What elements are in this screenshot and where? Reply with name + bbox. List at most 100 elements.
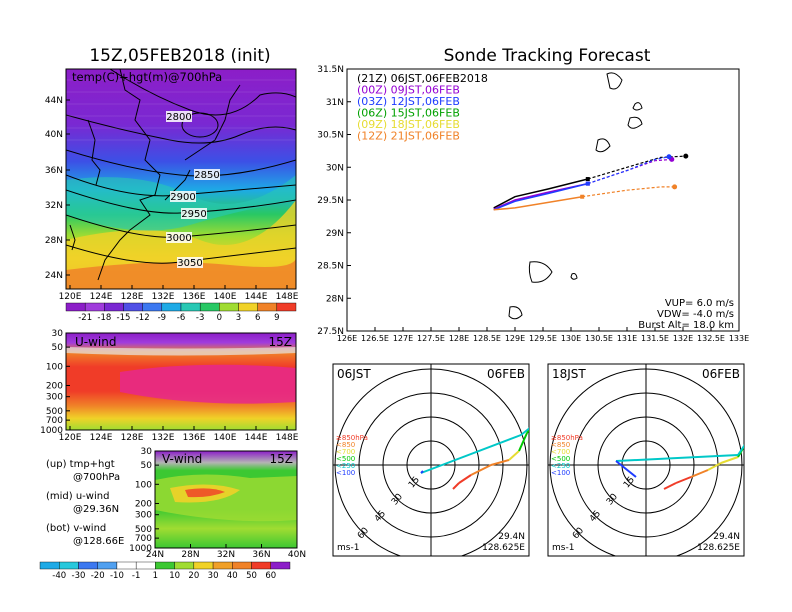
track-burst-point (585, 181, 590, 186)
track-series-ascent (493, 178, 588, 209)
info-vdw: VDW= -4.0 m/s (657, 309, 734, 320)
contour-labels: 2800 2850 2900 2950 3000 3050 (166, 111, 220, 269)
vwind-lat-ticks: 24N 28N 32N 36N 40N (146, 544, 306, 560)
hodograph-wind-segment (690, 469, 709, 478)
track-legend-entry: (09Z) 18JST,06FEB (357, 118, 460, 131)
track-coastlines (508, 72, 643, 320)
pressure-label: 30 (141, 447, 153, 457)
temp-colorbar-swatch (104, 302, 124, 312)
vwind-colorbar-label: -30 (72, 571, 86, 581)
hodograph-level-label: <850 (336, 441, 355, 449)
track-lat-label: 28.5N (317, 262, 344, 272)
vwind-colorbar-label: 60 (265, 571, 276, 581)
contour-label-3000: 3000 (166, 233, 191, 244)
vwind-colorbar-swatch (251, 561, 271, 570)
vwind-time: 15Z (270, 452, 294, 466)
track-lon-label: 127.5E (417, 334, 445, 343)
track-series-descent (582, 186, 675, 198)
track-lat-label: 28N (326, 294, 344, 304)
track-legend-entry: (06Z) 15JST,06FEB (357, 107, 460, 120)
track-lat-label: 29N (326, 229, 344, 239)
temp-colorbar-label: 0 (217, 313, 222, 323)
hodograph-time: 06JST (337, 367, 371, 381)
track-landing-point (666, 154, 672, 160)
hodograph-wind-segment (470, 464, 492, 476)
temp-colorbar-swatch (276, 302, 297, 312)
track-title: Sonde Tracking Forecast (444, 46, 651, 66)
temp-lon-label: 120E (59, 292, 82, 302)
note-up: (up) tmp+hgt (46, 459, 115, 470)
uwind-time: 15Z (269, 335, 293, 349)
temp-colorbar-label: -9 (158, 313, 166, 323)
vwind-colorbar-label: 20 (188, 571, 199, 581)
temp-lat-label: 32N (45, 201, 63, 211)
pressure-label: 100 (46, 362, 63, 372)
track-lon-label: 130E (561, 334, 581, 343)
pressure-label: 500 (135, 525, 152, 535)
track-legend: (21Z) 06JST,06FEB2018(00Z) 09JST,06FEB(0… (357, 72, 488, 143)
vwind-colorbar-label: 10 (169, 571, 180, 581)
temp-colorbar-swatch (257, 302, 278, 312)
hodograph-wind-segment (420, 434, 522, 474)
hodograph-wind-segment (675, 476, 692, 484)
vwind-lat-label: 28N (181, 550, 199, 560)
info-burst: Burst Alt= 18.0 km (638, 320, 734, 331)
vwind-colorbar-swatch (212, 561, 233, 570)
vwind-colorbar-swatch (97, 561, 118, 570)
temp-colorbar-swatch (199, 302, 220, 312)
temp-lat-label: 36N (45, 166, 63, 176)
temp-colorbar-swatch (84, 302, 105, 312)
hodograph-lon: 128.625E (482, 543, 525, 553)
hodograph-date: 06FEB (487, 367, 525, 381)
pressure-label: 100 (135, 480, 152, 490)
hodograph-time: 18JST (552, 367, 586, 381)
temp-lat-label: 24N (45, 271, 63, 281)
vwind-colorbar-label: -1 (132, 571, 140, 581)
uwind-lon-label: 148E (276, 433, 299, 443)
track-lon-label: 131.5E (641, 334, 669, 343)
vwind-colorbar-swatch (270, 561, 291, 570)
note-bot2: @128.66E (73, 536, 124, 547)
track-lon-label: 128.5E (473, 334, 501, 343)
temp-map (66, 69, 296, 289)
uwind-lon-label: 136E (183, 433, 206, 443)
track-lat-label: 31N (326, 98, 344, 108)
hodograph-wind-segment (458, 474, 472, 484)
pressure-label: 30 (52, 329, 64, 339)
hodograph-wind-segment (518, 432, 528, 452)
temp-lat-label: 44N (45, 96, 63, 106)
track-lat-label: 31.5N (317, 65, 344, 75)
hodograph-level-label: ≥850hPa (551, 434, 583, 442)
temp-colorbar-swatch (180, 302, 201, 312)
temp-colorbar-swatch (219, 302, 239, 312)
temp-colorbar-label: 3 (236, 313, 241, 323)
hodograph-unit: ms-1 (337, 543, 359, 553)
pressure-label: 1000 (129, 544, 152, 554)
vwind-colorbar-label: 40 (227, 571, 238, 581)
temp-colorbar-swatch (142, 302, 163, 312)
vwind-colorbar-label: -20 (91, 571, 105, 581)
hodograph-wind-segment (420, 470, 424, 474)
track-series-descent (587, 156, 670, 185)
track-lon-label: 131E (617, 334, 637, 343)
hodograph-wind-segment (508, 450, 520, 461)
pressure-label: 300 (135, 511, 152, 521)
contour-label-2800: 2800 (166, 112, 191, 123)
vwind-lat-label: 24N (146, 550, 164, 560)
hodograph-lat: 29.4N (498, 532, 525, 542)
hodograph-level-label: <500 (551, 455, 570, 463)
track-lat-label: 30.5N (317, 131, 344, 141)
temp-lon-label: 148E (276, 292, 299, 302)
temp-colorbar-label: 9 (274, 313, 279, 323)
vwind-colorbar-swatch (135, 561, 156, 570)
contour-label-2950: 2950 (181, 209, 206, 220)
vwind-colorbar-label: -10 (110, 571, 124, 581)
track-lon-label: 133E (729, 334, 749, 343)
uwind-lon-ticks: 120E 124E 128E 132E 136E 140E 144E 148E (59, 426, 299, 443)
temp-colorbar-swatch (161, 302, 182, 312)
hodograph-level-label: <500 (336, 455, 355, 463)
contour-label-3050: 3050 (177, 258, 202, 269)
